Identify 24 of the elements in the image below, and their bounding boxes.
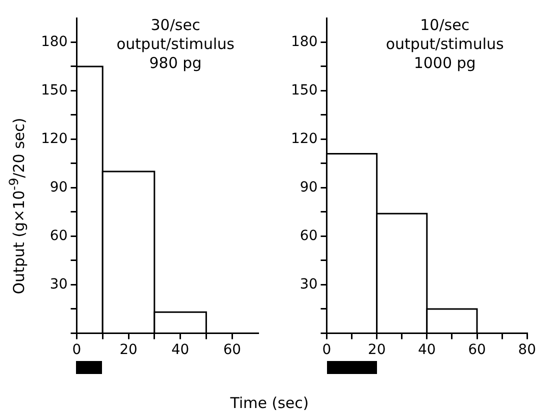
x-tick-label: 40 xyxy=(171,342,190,358)
y-tick-label: 180 xyxy=(290,34,318,50)
x-tick-label: 60 xyxy=(223,342,242,358)
y-tick-label: 120 xyxy=(40,130,68,147)
y-tick-label: 90 xyxy=(300,179,318,196)
y-tick-label: 150 xyxy=(290,82,318,98)
x-tick-label: 80 xyxy=(518,342,536,358)
x-tick-label: 20 xyxy=(120,342,138,358)
x-tick-label: 40 xyxy=(418,342,436,358)
x-tick-label: 20 xyxy=(368,342,386,358)
y-tick-label: 90 xyxy=(50,179,68,196)
y-tick-label: 150 xyxy=(40,82,68,98)
x-axis-title: Time (sec) xyxy=(229,394,310,412)
x-tick-label: 0 xyxy=(72,342,82,358)
y-tick-label: 30 xyxy=(50,276,68,292)
y-tick-label: 60 xyxy=(50,228,68,244)
y-tick-label: 120 xyxy=(290,130,318,147)
text: 30/sec output/stimulus 980 pg xyxy=(115,16,236,73)
y-tick-label: 30 xyxy=(300,276,318,292)
text: 10/sec output/stimulus 1000 pg xyxy=(384,16,505,73)
y-tick-label: 180 xyxy=(40,34,68,50)
x-tick-label: 60 xyxy=(468,342,486,358)
y-tick-label: 60 xyxy=(300,228,318,244)
x-tick-label: 0 xyxy=(322,342,332,358)
